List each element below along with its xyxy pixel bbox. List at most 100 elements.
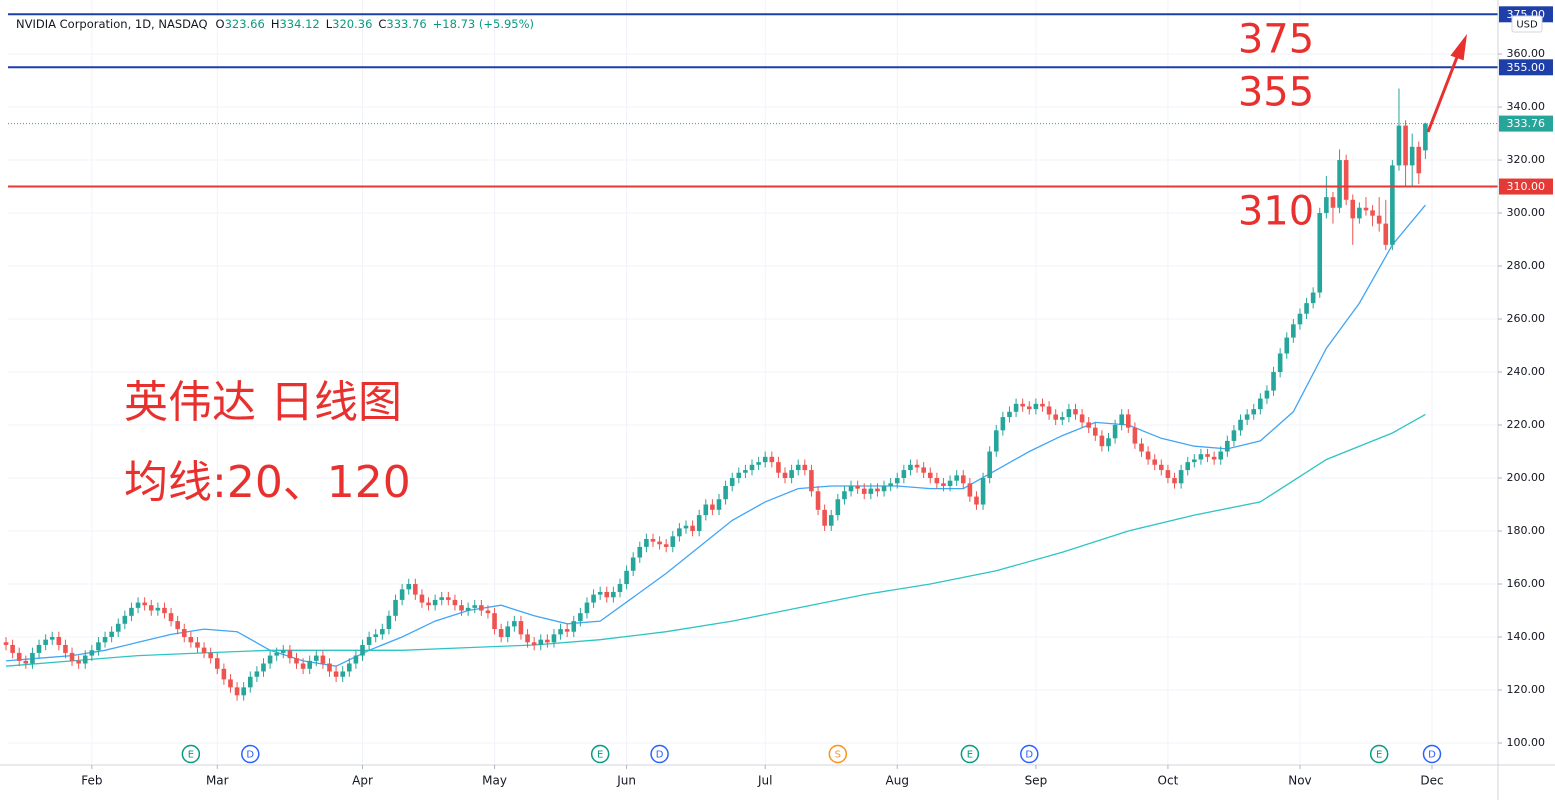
x-tick-label: Aug	[886, 774, 909, 788]
c-value: 333.76	[386, 17, 426, 31]
event-label: D	[1025, 750, 1033, 761]
candle-body	[155, 607, 161, 611]
candle-body	[987, 451, 992, 479]
candle-body	[1059, 417, 1065, 420]
y-tick-label: 300.00	[1507, 206, 1546, 219]
candle-body	[175, 621, 180, 630]
candle-body	[1317, 213, 1323, 293]
candle-body	[723, 485, 728, 500]
candle-body	[1033, 403, 1039, 410]
y-tick-label: 120.00	[1507, 683, 1546, 696]
event-label: S	[835, 750, 841, 761]
x-tick-label: May	[482, 774, 507, 788]
candle-body	[861, 488, 867, 494]
annotation: 英伟达 日线图	[124, 377, 402, 428]
event-label: E	[597, 750, 603, 761]
candle-body	[1000, 417, 1006, 431]
candle-body	[1172, 478, 1177, 484]
candle-body	[993, 430, 999, 452]
candle-body	[1198, 454, 1204, 460]
candle-body	[1396, 125, 1402, 166]
level-note: 375	[1238, 16, 1314, 62]
candle-body	[762, 456, 768, 463]
level-note: 310	[1238, 189, 1314, 235]
candle-body	[1409, 146, 1415, 166]
candle-body	[617, 584, 623, 592]
candle-body	[234, 687, 240, 696]
candle-body	[934, 478, 940, 484]
candle-body	[1040, 403, 1045, 407]
grid	[8, 0, 1498, 765]
candle-body	[109, 631, 114, 638]
candle-body	[531, 642, 537, 645]
candle-body	[399, 589, 405, 600]
x-tick-label: Sep	[1025, 774, 1048, 788]
candle-body	[82, 655, 88, 664]
candle-body	[1205, 454, 1210, 457]
candle-body	[1020, 403, 1025, 407]
candle-body	[419, 594, 425, 603]
candle-body	[228, 679, 233, 688]
y-tick-label: 340.00	[1507, 100, 1546, 113]
candle-body	[901, 470, 907, 479]
candle-body	[710, 504, 715, 510]
last-price-badge	[1499, 115, 1553, 132]
candle-body	[287, 650, 293, 659]
candle-body	[1013, 403, 1019, 412]
candle-body	[16, 652, 22, 661]
candle-body	[446, 597, 451, 600]
candle-body	[43, 639, 48, 645]
candle-body	[1225, 440, 1230, 452]
x-tick-label: Dec	[1420, 774, 1443, 788]
candle-body	[1211, 456, 1217, 460]
x-tick-label: Apr	[352, 774, 373, 788]
candle-body	[129, 607, 134, 616]
candle-body	[221, 668, 227, 680]
event-marker	[1020, 744, 1039, 764]
arrow-shaft	[1426, 51, 1461, 133]
candle-body	[756, 462, 761, 465]
candle-body	[914, 464, 920, 468]
candle-body	[1126, 414, 1131, 428]
x-tick-label: Nov	[1288, 774, 1311, 788]
candle-body	[168, 613, 174, 622]
candle-body	[1357, 207, 1362, 219]
candle-body	[815, 491, 821, 510]
candle-body	[564, 629, 570, 632]
candle-body	[842, 491, 847, 500]
candle-body	[947, 480, 953, 486]
candle-body	[558, 629, 563, 635]
candle-body	[360, 644, 365, 656]
candle-body	[1251, 409, 1257, 415]
candle-body	[941, 483, 946, 486]
candle-body	[353, 655, 359, 664]
candle-body	[459, 605, 464, 611]
candle-body	[214, 658, 220, 669]
x-tick-label: Mar	[206, 774, 229, 788]
candle-body	[1053, 414, 1058, 420]
l-value: 320.36	[332, 17, 372, 31]
candle-body	[604, 591, 610, 598]
candle-body	[313, 655, 319, 661]
candle-body	[1337, 160, 1342, 208]
candle-body	[347, 663, 352, 672]
candle-body	[1099, 435, 1105, 447]
candle-body	[584, 602, 590, 614]
candle-body	[254, 671, 260, 677]
y-tick-label: 320.00	[1507, 153, 1546, 166]
candle-body	[802, 464, 808, 471]
level-badge-label: 310.00	[1507, 180, 1546, 193]
o-value: 323.66	[225, 17, 265, 31]
candle-body	[406, 584, 412, 590]
candle-body	[1079, 414, 1085, 423]
y-tick-label: 200.00	[1507, 471, 1546, 484]
y-tick-label: 220.00	[1507, 418, 1546, 431]
candle-body	[828, 515, 834, 526]
candle-body	[690, 525, 695, 532]
candle-body	[1264, 390, 1270, 399]
candle-body	[267, 655, 273, 664]
candle-body	[637, 546, 643, 558]
candle-body	[1383, 223, 1389, 245]
candle-body	[921, 467, 926, 473]
